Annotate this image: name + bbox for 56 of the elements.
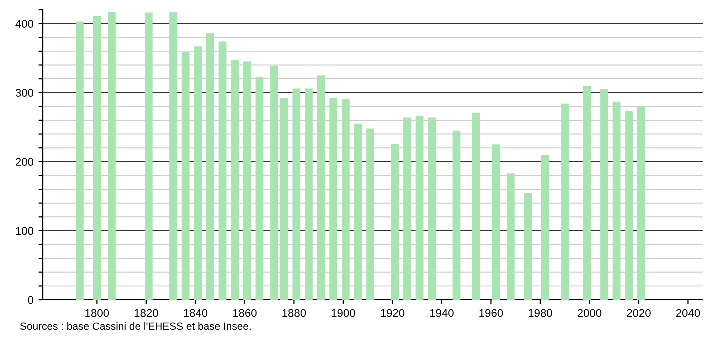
x-tick-label: 1960 <box>480 309 504 318</box>
x-tick-label: 1880 <box>282 309 306 318</box>
bar <box>583 86 592 300</box>
bar <box>354 124 362 300</box>
bar <box>93 16 102 300</box>
bar <box>231 60 240 300</box>
bar <box>206 33 214 300</box>
bar <box>524 192 532 300</box>
x-tick-label: 2000 <box>578 309 602 318</box>
bar <box>506 174 515 300</box>
bar <box>391 144 400 300</box>
x-tick-label: 1900 <box>332 309 356 318</box>
bar <box>194 46 202 300</box>
x-tick-label: 1820 <box>134 309 158 318</box>
bar <box>625 112 634 300</box>
bar <box>492 144 500 300</box>
bar <box>76 22 84 300</box>
bar <box>280 98 288 300</box>
x-tick-label: 1860 <box>233 309 257 318</box>
bar <box>218 42 227 300</box>
bar <box>144 12 153 300</box>
bar <box>305 88 313 300</box>
bar <box>416 116 424 300</box>
bar <box>600 89 608 300</box>
bar <box>256 76 264 300</box>
source-note: Sources : base Cassini de l'EHESS et base Insee. <box>20 322 251 330</box>
bar <box>612 102 621 300</box>
bar <box>270 66 278 300</box>
bar <box>108 12 116 300</box>
bar <box>317 76 326 300</box>
x-tick-label: 1980 <box>528 309 552 318</box>
bar <box>404 118 412 300</box>
y-tick-label: 300 <box>16 89 34 97</box>
bar <box>637 106 646 300</box>
bar <box>452 130 461 300</box>
bar <box>330 98 338 300</box>
bar <box>366 128 374 300</box>
bar <box>428 118 436 300</box>
bar <box>182 52 190 300</box>
y-tick-label: 200 <box>16 158 34 166</box>
x-tick-label: 1940 <box>430 309 454 318</box>
x-tick-label: 2040 <box>676 309 700 318</box>
bar <box>170 12 178 300</box>
x-tick-label: 1840 <box>184 309 208 318</box>
x-tick-label: 1800 <box>86 309 110 318</box>
y-tick-label: 400 <box>16 20 34 28</box>
x-tick-label: 2020 <box>627 309 651 318</box>
y-tick-label: 0 <box>28 296 34 304</box>
bar <box>541 155 550 300</box>
bar <box>561 104 570 300</box>
y-tick-label: 100 <box>16 227 34 236</box>
bar <box>243 62 252 300</box>
bar <box>292 88 301 300</box>
bar <box>472 112 480 300</box>
x-tick-label: 1920 <box>381 309 405 318</box>
bar <box>342 99 350 300</box>
